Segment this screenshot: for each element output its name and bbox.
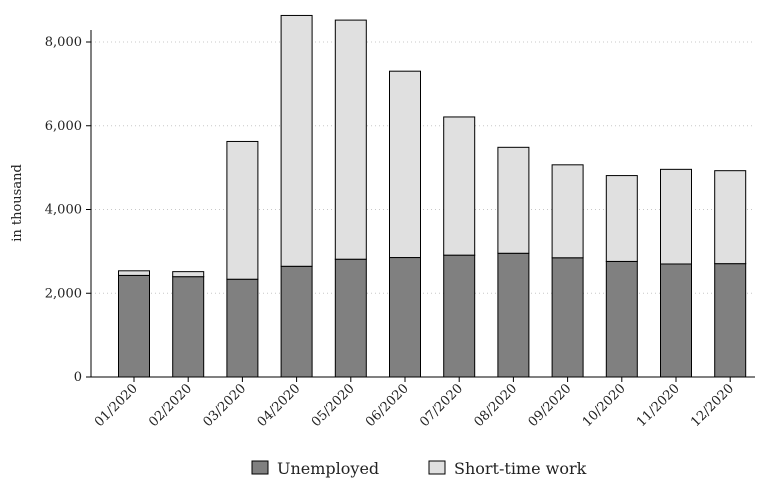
x-tick-label: 09/2020 [526,381,575,430]
bar-unemployed [389,257,421,378]
bar-short-time-work [497,146,530,254]
legend-label-short-time-work: Short-time work [454,459,587,478]
axes [90,30,755,378]
x-tick-label: 12/2020 [688,381,737,430]
x-tick-label: 04/2020 [255,381,304,430]
legend-swatch-short-time-work [428,460,446,475]
x-tick-label: 10/2020 [580,381,629,430]
y-ticks: 0 2,000 4,000 6,000 8,000 [45,35,91,385]
y-tick-label: 0 [74,370,82,385]
x-tick-label: 08/2020 [471,381,520,430]
legend: Unemployed Short-time work [251,459,587,478]
bar-short-time-work [551,164,584,259]
y-tick-label: 2,000 [45,286,82,301]
x-tick-label: 05/2020 [309,381,358,430]
y-axis-title: in thousand [10,164,25,242]
x-tick-label: 03/2020 [200,381,249,430]
legend-label-unemployed: Unemployed [277,459,379,478]
bar-unemployed [443,254,476,378]
bar-short-time-work [605,175,638,262]
bar-short-time-work [226,140,259,280]
bar-short-time-work [172,271,205,278]
bar-unemployed [334,258,367,378]
y-tick-label: 4,000 [45,203,82,218]
x-tick-label: 06/2020 [363,381,412,430]
bar-short-time-work [118,270,150,276]
bar-short-time-work [714,170,747,265]
y-tick-label: 8,000 [45,35,82,50]
bars [118,14,747,378]
bar-short-time-work [443,116,476,256]
bar-short-time-work [389,70,421,259]
bar-unemployed [172,276,205,378]
x-tick-label: 07/2020 [417,381,466,430]
bar-short-time-work [334,19,367,260]
x-ticks: 01/2020 02/2020 03/2020 04/2020 05/2020 06/20… [92,377,737,430]
x-tick-label: 01/2020 [92,381,141,430]
bar-unemployed [605,260,638,378]
bar-short-time-work [660,168,692,265]
x-tick-label: 02/2020 [146,381,195,430]
bar-unemployed [660,263,692,378]
bar-unemployed [714,263,747,378]
gridlines [91,41,755,294]
bar-unemployed [551,257,584,378]
bar-unemployed [497,252,530,378]
bar-short-time-work [280,14,313,267]
y-tick-label: 6,000 [45,119,82,134]
legend-swatch-unemployed [251,460,269,475]
bar-unemployed [118,274,150,378]
x-tick-label: 11/2020 [634,381,683,430]
bar-unemployed [226,278,259,378]
bar-unemployed [280,265,313,378]
